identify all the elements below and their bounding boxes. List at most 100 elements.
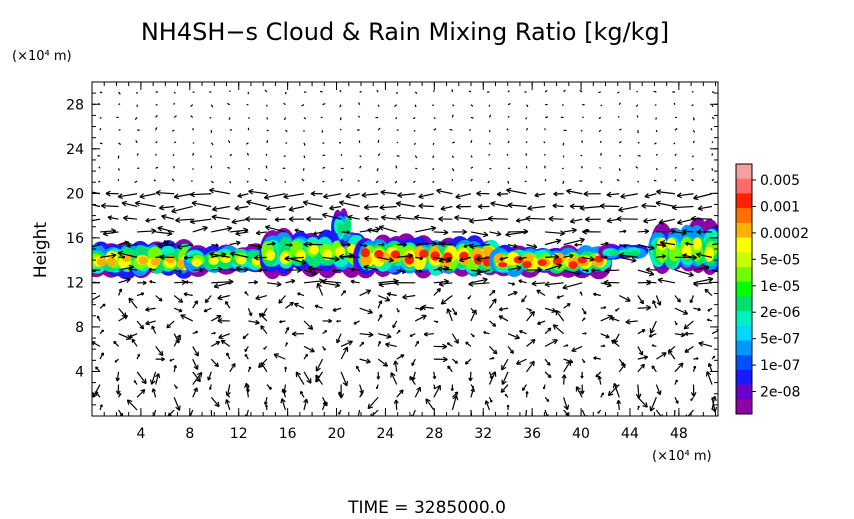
wind-vector [137,230,156,233]
wind-vector-head [180,314,186,320]
wind-vector [377,300,382,309]
wind-vector [211,281,234,284]
wind-vector [691,178,694,182]
wind-vector-head [158,350,164,357]
wind-vector-head [644,228,650,234]
wind-vector [489,231,502,236]
wind-vector [171,178,175,182]
wind-vector [396,202,416,208]
wind-vector [452,104,455,107]
wind-vector [364,217,379,220]
wind-vector-head [657,277,664,284]
wind-vector [157,227,175,233]
cloud-cell [265,250,276,261]
wind-vector [698,342,713,347]
wind-vector-head [727,240,732,245]
wind-vector [282,388,287,398]
wind-vector-head [530,338,536,344]
wind-vector [359,358,371,363]
wind-vector [449,128,453,131]
wind-vector [266,117,269,120]
wind-vector-head [141,378,147,385]
wind-vector [363,266,379,271]
wind-vector-head [593,356,597,360]
colorbar-label: 2e-08 [760,385,800,401]
x-tick-label: 16 [279,426,297,442]
wind-vector [172,154,175,157]
y-tick-label: 28 [66,97,84,113]
wind-vector [210,341,220,347]
wind-vector [689,295,695,303]
wind-vector-head [547,327,552,332]
wind-vector-head [382,361,388,367]
wind-vector-head [159,204,165,211]
time-footer: TIME = 3285000.0 [347,498,506,518]
wind-vector-head [175,405,181,411]
wind-vector-head [356,417,361,422]
wind-vector [173,295,183,303]
wind-vector-head [513,290,518,296]
wind-vector [136,320,144,330]
wind-vector-head [355,365,360,369]
wind-vector-head [514,334,520,340]
cloud-cell [344,218,352,232]
wind-vector-head [498,307,503,312]
wind-vector-head [677,219,683,225]
wind-vector [301,178,305,182]
wind-vector-head [713,355,716,358]
colorbar-swatch [736,355,752,371]
wind-vector [173,334,181,347]
wind-vector-head [265,205,272,212]
colorbar-label: 1e-07 [760,358,800,374]
wind-vector [692,140,695,144]
wind-vector [98,166,101,169]
wind-vector [490,202,509,208]
wind-vector [350,280,360,284]
wind-vector [655,153,658,156]
wind-vector-head [209,251,215,258]
wind-vector [604,269,620,272]
wind-vector [155,127,158,131]
wind-vector [341,231,350,234]
wind-vector [395,165,398,169]
wind-vector-head [226,352,230,356]
wind-vector-head [224,300,229,305]
wind-vector-head [248,366,252,370]
wind-vector [394,104,398,108]
wind-vector-head [571,347,577,353]
wind-vector [357,115,361,118]
wind-vector [613,383,620,398]
wind-vector-head [438,281,445,287]
wind-vector [339,104,342,108]
wind-vector [264,89,268,93]
wind-vector [600,242,609,246]
wind-vector [340,371,348,387]
wind-vector-head [314,304,319,309]
wind-vector [617,116,620,118]
wind-vector [218,333,231,339]
wind-vector-head [676,192,682,199]
y-tick-label: 20 [66,186,84,202]
wind-vector [210,315,222,322]
wind-vector-head [504,393,507,397]
wind-vector [260,325,268,335]
colorbar-swatch [736,384,752,400]
wind-vector [414,216,434,220]
wind-vector-head [607,314,613,321]
wind-vector [190,218,212,223]
wind-vector-head [470,387,475,393]
wind-vector [424,333,434,336]
wind-vector [245,383,249,398]
wind-vector [230,252,249,258]
wind-vector [545,231,565,235]
wind-vector-head [231,363,236,368]
wind-vector [155,346,164,356]
wind-vector [283,155,286,158]
wind-vector [387,293,397,297]
wind-vector-head [187,419,191,424]
wind-vector [212,205,230,211]
wind-vector-head [649,328,656,334]
wind-vector-head [338,253,344,260]
wind-vector-head [437,266,443,272]
wind-vector [190,115,194,118]
